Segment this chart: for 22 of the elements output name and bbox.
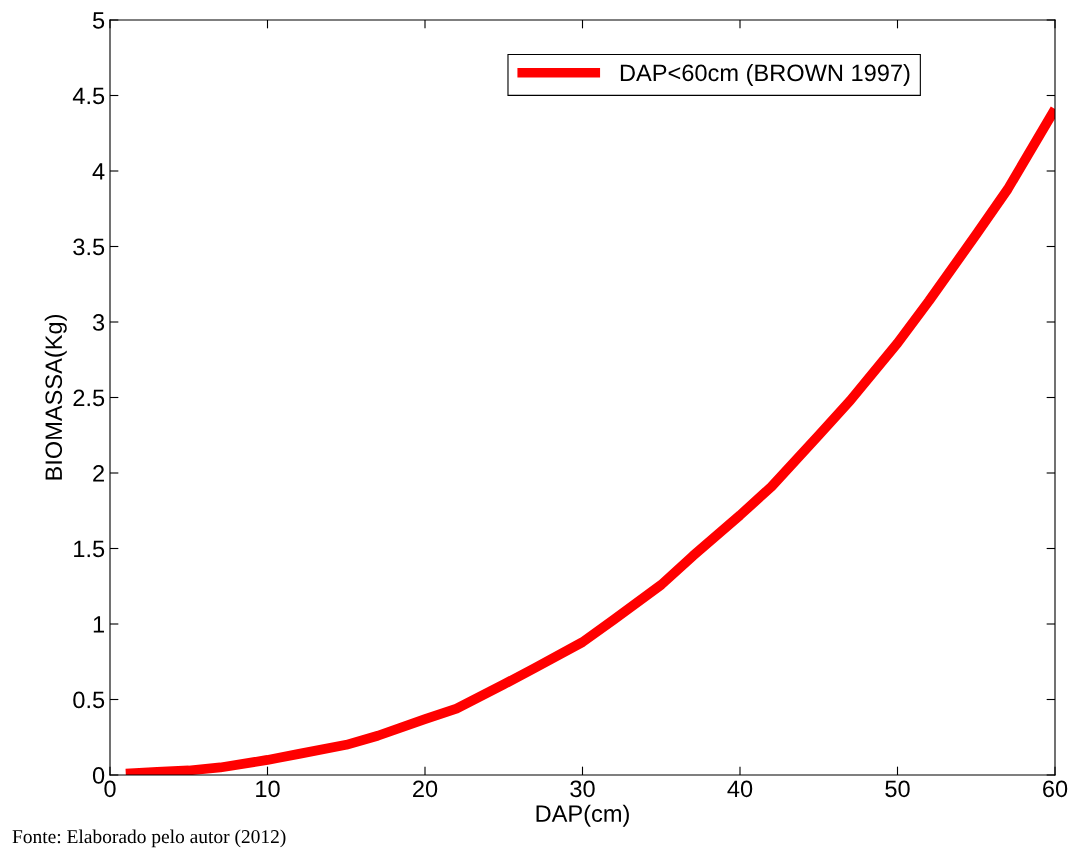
x-tick-label: 60 (1043, 780, 1068, 798)
y-tick-label: 4.5 (72, 87, 105, 105)
y-tick-label: 3 (92, 314, 105, 331)
x-axis-title: DAP(cm) (536, 804, 629, 827)
x-tick-label: 0 (104, 780, 116, 798)
y-tick-label: 3.5 (73, 238, 105, 256)
y-tick-label: 0.5 (73, 691, 105, 709)
y-tick-label: 1 (93, 616, 104, 633)
x-tick-label: 20 (413, 780, 438, 798)
x-tick-label: 40 (727, 780, 753, 798)
y-tick-label: 5 (92, 12, 105, 29)
y-tick-label: 2.5 (73, 389, 105, 407)
legend-label: DAP<60cm (BROWN 1997) (620, 63, 910, 86)
x-tick-label: 10 (256, 780, 280, 798)
y-tick-label: 1.5 (74, 540, 105, 558)
y-tick-label: 4 (92, 163, 105, 180)
y-axis-title: BIOMASSA(Kg) (44, 315, 67, 480)
x-tick-label: 30 (570, 780, 595, 798)
y-tick-label: 0 (92, 767, 105, 784)
x-tick-label: 50 (885, 780, 910, 798)
y-tick-label: 2 (93, 465, 104, 482)
source-note: Fonte: Elaborado pelo autor (2012) (12, 829, 286, 848)
